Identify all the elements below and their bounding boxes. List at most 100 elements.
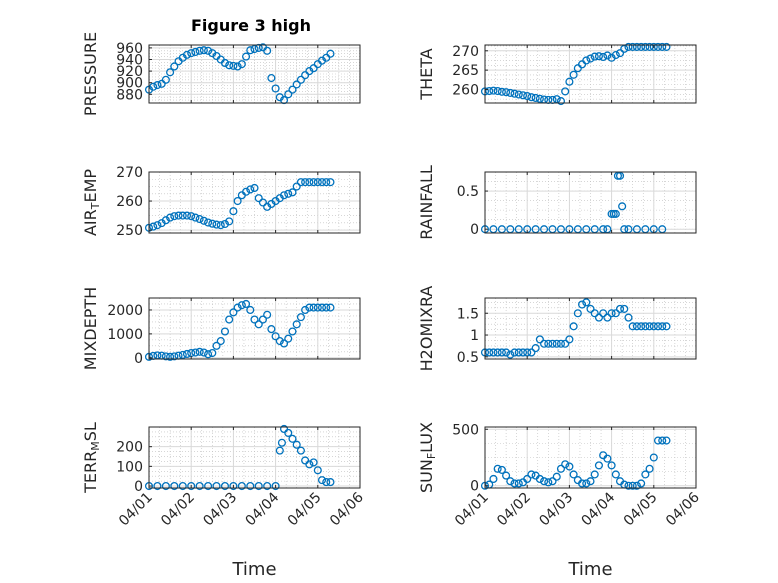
panel-8-data-point [586,477,595,486]
panel-2-data-point [611,51,620,60]
panel-1-data-point [233,62,242,71]
panel-3-data-point [174,211,183,220]
panel-2-data-point [599,52,608,62]
panel-2-data-point [632,42,641,51]
panel-2-data-point [590,52,599,61]
panel-7-data-point [322,478,331,487]
panel-3-data-point [204,218,213,227]
panel-5-data-point [166,352,175,361]
panel-3-data-point [187,212,196,221]
panel-7-y-tick-label: 0 [134,479,143,495]
panel-7-data-point [187,481,196,491]
panel-4-axes-box [484,171,697,234]
panel-3-data-point [301,178,310,187]
panel-3-data-point [233,196,242,206]
panel-6-data-point [531,344,540,353]
panel-2: 260 265 270 THETA [417,42,697,106]
panel-2-data-point [485,86,494,96]
panel-2-data-point [641,42,650,51]
panel-6-data-point [556,339,566,348]
panel-2-data-point [527,93,536,102]
panel-2-data-point [535,94,544,103]
panel-3-data-point [161,216,170,225]
panel-3-data-point [326,178,335,187]
panel-6-data-point [615,304,625,313]
panel-6-data-point [527,348,536,357]
panel-6: 0.5 1 1.5 H2OMIXRA [417,286,697,371]
panel-6-y-tick-label: 1 [470,328,479,344]
panel-5-data-point [225,315,234,324]
panel-8-data-point [662,436,671,445]
panel-4-y-tick-label: 0 [470,222,479,238]
panel-3-data-point [288,188,297,197]
panel-7-data-point [309,458,318,467]
panel-8-y-tick-label: 500 [452,422,479,438]
panel-8-data-point [607,461,616,470]
panel-8-data-point [645,464,654,473]
panel-3-data-point [322,178,331,187]
panel-7-data-point [305,460,314,469]
panel-1-data-point [191,47,200,57]
panel-1-axes-box [148,44,361,104]
panel-3-y-tick-label: 270 [116,165,143,181]
panel-8-data-point [552,472,561,481]
panel-8-data-point [578,479,587,488]
panel-6-data-point [624,313,633,322]
panel-7-data-point [296,446,305,455]
panel-5-data-point [263,310,272,319]
panel-7-data-point [317,476,327,485]
panel-1-y-tick-label: 920 [116,64,143,80]
panel-6-data-point [489,348,498,357]
panel-6-data-point [645,322,654,331]
panel-2-data-point [649,42,658,51]
panel-4-y-tick-label: 0.5 [457,184,479,200]
panel-8-data-point [493,464,502,473]
panel-4-ylabel: RAINFALL [417,165,436,240]
panel-5-data-point [161,352,170,361]
panel-7-data-point [246,481,255,491]
panel-2-data-point [518,91,528,100]
panel-3-data-point [309,178,318,187]
panel-5-data-point [229,308,238,317]
panel-8-data-point [658,436,667,445]
panel-5-data-point [254,320,263,329]
panel-3-data-point [254,194,263,203]
panel-7-data-point [254,481,263,491]
panel-1-data-point [166,68,175,77]
panel-1-y-tick-label: 960 [116,41,143,57]
panel-5-data-point [301,305,310,315]
panel-8-data-point [632,481,641,490]
panel-7-data-point [161,481,170,491]
panel-3-data-point [220,219,230,229]
panel-1-data-point [288,85,297,94]
panel-3-data-point [225,217,234,226]
panel-8-data-point [523,474,532,484]
panel-2-data-point [624,42,633,51]
panel-5-data-point [309,303,318,312]
panel-6-data-point [535,335,544,344]
panel-2-data-point [565,77,574,86]
panel-5-data-point [216,337,225,346]
panel-6-data-point [637,322,646,331]
panel-8-data-point [535,474,544,484]
panel-6-data-point [599,309,608,318]
panel-5-data-point [182,349,192,359]
panel-7-data-point [326,478,335,487]
panel-1-data-point [246,46,255,55]
panel-6-data-point [565,335,574,344]
panel-3-data-point [292,182,301,191]
panel-7-data-point [292,440,301,449]
panel-5-data-point [220,327,230,336]
panel-5-data-point [317,303,327,312]
panel-7-data-point [178,481,187,491]
panel-6-data-point [523,348,532,357]
panel-5-data-point [237,301,246,310]
panel-3-data-point [242,187,251,196]
panel-2-data-point [510,89,519,98]
panel-7-xlabel: Time [231,559,276,580]
panel-3-data-point [279,191,289,200]
panel-6-data-point [544,339,553,348]
panel-6-data-point [620,304,629,313]
panel-8-data-point [556,464,566,473]
